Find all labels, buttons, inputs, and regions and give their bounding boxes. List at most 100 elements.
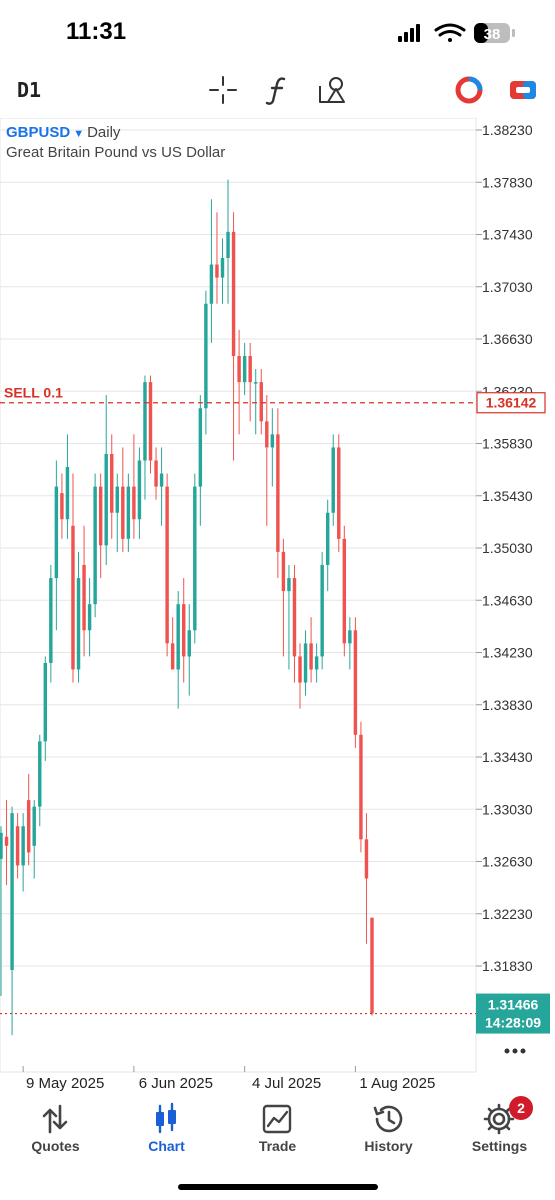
candle-bull xyxy=(126,486,131,539)
candle-bear xyxy=(110,453,114,513)
trade-panel-icon[interactable] xyxy=(507,74,539,106)
candle-bull xyxy=(242,355,247,383)
price-tick-label: 1.32230 xyxy=(482,906,533,922)
symbol-selector[interactable]: GBPUSD ▼ Daily xyxy=(6,124,120,141)
candle-bull xyxy=(348,630,352,644)
candle-bull xyxy=(65,467,70,520)
order-price-box xyxy=(476,392,546,414)
candle-bull xyxy=(43,662,48,742)
tab-chart[interactable]: Chart xyxy=(111,1100,222,1170)
timeframe-button[interactable]: D1 xyxy=(17,78,42,102)
candle-bear xyxy=(276,434,280,552)
candle-bull xyxy=(287,578,291,592)
candle-bull xyxy=(49,578,53,663)
caret-down-icon[interactable]: ▼ xyxy=(73,128,85,140)
candle-bull xyxy=(320,564,324,657)
candle-bull xyxy=(325,512,330,565)
date-tick-label: 1 Aug 2025 xyxy=(359,1075,435,1092)
more-options-icon[interactable] xyxy=(504,1048,526,1054)
candle-bear xyxy=(154,460,158,487)
trade-chart-icon xyxy=(262,1104,292,1134)
candle-bear xyxy=(4,836,9,846)
candle-bull xyxy=(76,578,81,670)
candle-bull xyxy=(38,741,42,807)
candle-bull xyxy=(209,264,214,304)
price-tick-label: 1.37830 xyxy=(482,174,533,190)
candle-bear xyxy=(132,486,136,520)
candle-bear xyxy=(370,917,374,1014)
candle-bull xyxy=(143,382,147,461)
tab-trade[interactable]: Trade xyxy=(222,1100,333,1170)
tab-label: Trade xyxy=(258,1138,297,1154)
drawing-objects-icon[interactable] xyxy=(316,74,348,106)
candle-bull xyxy=(54,486,59,579)
candle-bull xyxy=(270,434,275,448)
indicators-icon[interactable] xyxy=(262,74,294,106)
candle-bull xyxy=(198,408,203,487)
battery-icon: 38 xyxy=(474,23,515,43)
order-price-label: 1.36142 xyxy=(486,395,537,411)
tab-quotes[interactable]: Quotes xyxy=(0,1100,111,1170)
candle-bear xyxy=(170,643,175,670)
candle-bull xyxy=(220,258,225,278)
battery-level: 38 xyxy=(484,26,501,43)
date-tick-label: 4 Jul 2025 xyxy=(252,1075,321,1092)
tab-label: Settings xyxy=(471,1138,528,1154)
candle-bear xyxy=(359,734,363,840)
candle-bear xyxy=(337,447,341,539)
candlestick-chart-icon xyxy=(156,1102,176,1134)
candle-bear xyxy=(259,382,263,422)
candle-bull xyxy=(187,630,191,657)
price-tick-label: 1.37030 xyxy=(482,279,533,295)
date-axis: 9 May 2025 6 Jun 2025 4 Jul 2025 1 Aug 2025 xyxy=(22,1066,435,1092)
tab-settings[interactable]: 2 Settings xyxy=(444,1096,555,1170)
price-axis: 1.382301.378301.374301.370301.366301.362… xyxy=(476,122,533,974)
grid-lines xyxy=(0,129,476,967)
price-tick-label: 1.33430 xyxy=(482,749,533,765)
candle-bear xyxy=(231,231,236,356)
candle-bear xyxy=(353,630,358,735)
quotes-arrows-icon xyxy=(42,1104,68,1134)
candle-bear xyxy=(60,493,64,520)
symbol-name[interactable]: GBPUSD xyxy=(6,124,71,141)
candle-bear xyxy=(364,839,369,879)
candle-bull xyxy=(314,656,319,670)
candle-bull xyxy=(115,486,120,513)
candle-bull xyxy=(21,826,25,866)
candle-bull xyxy=(253,382,258,384)
sell-order-label[interactable]: SELL 0.1 xyxy=(4,385,63,401)
price-tick-label: 1.37430 xyxy=(482,227,533,243)
status-time: 11:31 xyxy=(66,18,127,45)
settings-gear-icon xyxy=(483,1103,515,1135)
crosshair-icon[interactable] xyxy=(207,74,239,106)
candle-bear xyxy=(265,421,269,448)
price-tick-label: 1.33830 xyxy=(482,697,533,713)
candle-bull xyxy=(331,447,335,513)
cellular-signal-icon xyxy=(398,24,420,42)
chart-toolbar: D1 xyxy=(0,64,555,116)
one-click-trading-icon[interactable] xyxy=(453,74,485,106)
candle-bear xyxy=(237,355,241,383)
candle-bull xyxy=(93,486,97,605)
candle-bear xyxy=(26,800,31,853)
tab-label: History xyxy=(364,1138,413,1154)
tab-history[interactable]: History xyxy=(333,1100,444,1170)
candle-bull xyxy=(159,473,164,487)
notification-badge: 2 xyxy=(509,1096,533,1120)
candle-bull xyxy=(193,486,197,631)
price-tick-label: 1.38230 xyxy=(482,122,533,138)
candle-bear xyxy=(98,486,103,546)
status-icons: 38 xyxy=(398,23,515,43)
price-tick-label: 1.31830 xyxy=(482,958,533,974)
price-tick-label: 1.36630 xyxy=(482,331,533,347)
bottom-tab-bar: Quotes Chart Trade History xyxy=(0,1096,555,1200)
wifi-icon xyxy=(434,23,466,42)
tab-label: Chart xyxy=(148,1138,185,1154)
candle-bull xyxy=(32,806,36,846)
candle-bear xyxy=(71,525,75,670)
candle-bear xyxy=(82,564,86,631)
candle-bear xyxy=(165,486,169,644)
candle-bull xyxy=(204,303,208,409)
price-chart[interactable]: 1.382301.378301.374301.370301.366301.362… xyxy=(0,118,555,1098)
price-tick-label: 1.35830 xyxy=(482,436,533,452)
